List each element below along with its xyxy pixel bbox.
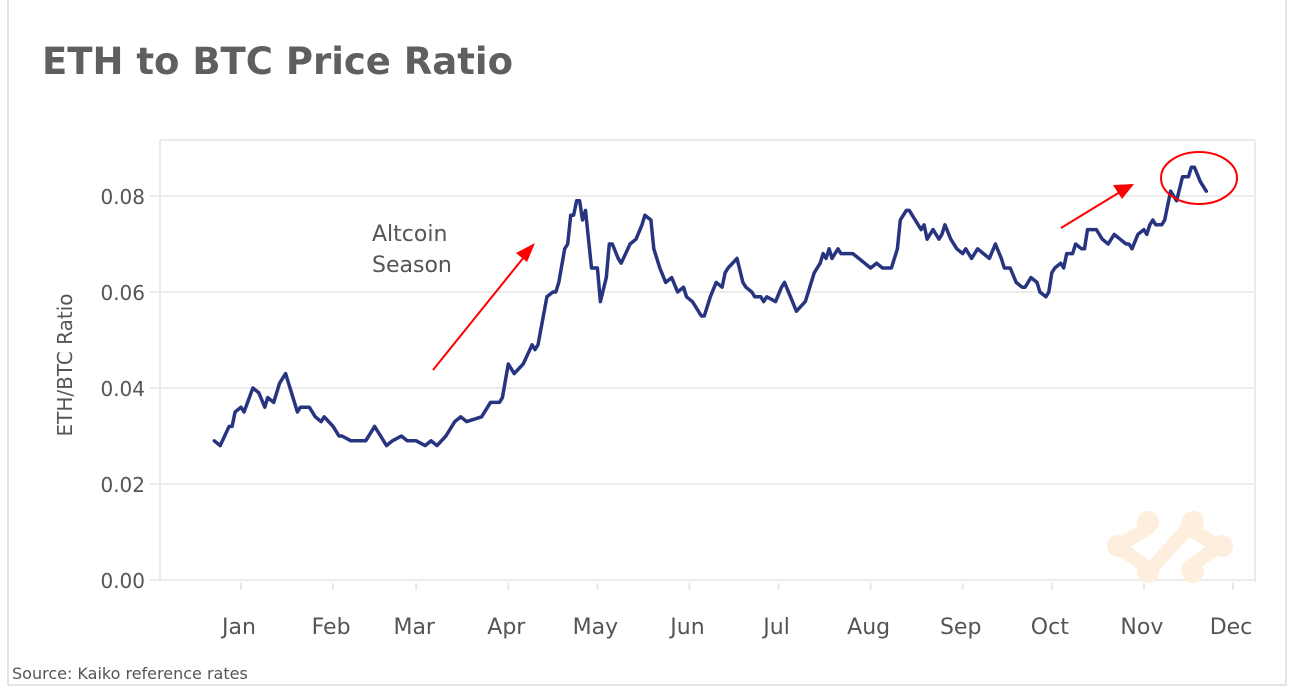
x-tick-label: Oct <box>1031 615 1069 640</box>
x-tick-label: Apr <box>487 615 526 640</box>
annotation-line1: Altcoin <box>372 222 447 247</box>
x-tick-label: Jan <box>220 615 256 640</box>
x-tick-label: Dec <box>1210 615 1253 640</box>
x-tick-label: Jun <box>668 615 704 640</box>
x-tick-label: Sep <box>940 615 981 640</box>
x-tick-label: Mar <box>393 615 435 640</box>
x-tick-label: Nov <box>1120 615 1163 640</box>
source-note: Source: Kaiko reference rates <box>12 664 248 683</box>
arrow-altcoin-head <box>516 243 535 262</box>
highlight-ellipse <box>1160 151 1238 205</box>
arrow-recent-head <box>1113 184 1134 199</box>
x-tick-label: May <box>573 615 618 640</box>
y-tick-label: 0.00 <box>100 569 145 593</box>
kaiko-logo-icon <box>1107 511 1233 583</box>
chart-frame <box>7 0 1287 686</box>
y-tick-label: 0.08 <box>100 185 145 209</box>
y-tick-label: 0.02 <box>100 473 145 497</box>
y-tick-label: 0.06 <box>100 281 145 305</box>
series-line <box>212 165 1209 448</box>
y-tick-label: 0.04 <box>100 377 145 401</box>
x-tick-label: Feb <box>312 615 351 640</box>
arrow-recent-line <box>1060 191 1121 229</box>
x-tick-label: Aug <box>847 615 890 640</box>
arrow-altcoin-line <box>432 256 525 371</box>
annotations <box>432 151 1238 371</box>
y-axis-label: ETH/BTC Ratio <box>53 293 77 436</box>
chart-title: ETH to BTC Price Ratio <box>42 40 514 83</box>
x-tick-label: Jul <box>761 615 790 640</box>
annotation-line2: Season <box>372 253 452 278</box>
